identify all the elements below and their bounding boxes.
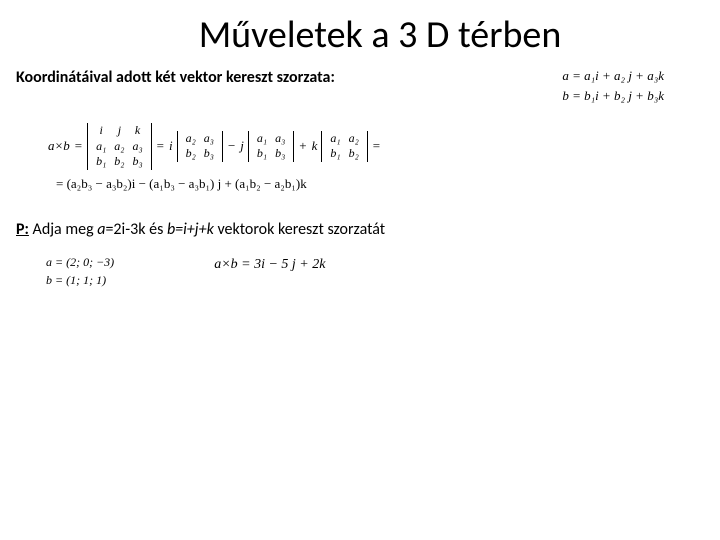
cross-product-expansion: a×b = ijk a₁a₂a₃ b₁b₂b₃ = i a₂a₃ b₂b₃ − … xyxy=(46,123,704,192)
det-3x3: ijk a₁a₂a₃ b₁b₂b₃ xyxy=(87,123,152,170)
expansion-result: = (a₂b₃ − a₃b₂)i − (a₁b₃ − a₃b₁) j + (a₁… xyxy=(46,176,704,192)
eq1: = xyxy=(72,138,85,154)
vector-values: a = (2; 0; −3) b = (1; 1; 1) xyxy=(46,253,114,289)
page-title: Műveletek a 3 D térben xyxy=(16,12,704,58)
vector-definitions: a = a₁i + a₂ j + a₃k b = b₁i + b₂ j + b₃… xyxy=(562,66,704,105)
minor-j: a₁a₃ b₁b₃ xyxy=(248,131,294,162)
problem-statement: P: Adja meg a=2i-3k és b=i+j+k vektorok … xyxy=(16,220,704,239)
cross-answer: a×b = 3i − 5 j + 2k xyxy=(214,257,325,273)
vec-b-def: b = b₁i + b₂ j + b₃k xyxy=(562,86,664,106)
axb-label: a×b xyxy=(46,138,72,154)
unit-k: k xyxy=(310,138,320,154)
unit-j: j xyxy=(238,138,246,154)
unit-i: i xyxy=(167,138,175,154)
minor-i: a₂a₃ b₂b₃ xyxy=(177,131,223,162)
vec-a-def: a = a₁i + a₂ j + a₃k xyxy=(562,66,664,86)
definition-row: Koordinátáival adott két vektor kereszt … xyxy=(16,68,704,105)
subtitle: Koordinátáival adott két vektor kereszt … xyxy=(16,68,335,87)
minor-k: a₁a₂ b₁b₂ xyxy=(321,131,367,162)
problem-label: P: xyxy=(16,220,29,239)
eq3: = xyxy=(370,138,383,154)
plus1: + xyxy=(296,138,309,154)
minus1: − xyxy=(225,138,238,154)
ans-a: a = (2; 0; −3) xyxy=(46,253,114,271)
answer-row: a = (2; 0; −3) b = (1; 1; 1) a×b = 3i − … xyxy=(16,253,704,289)
eq2: = xyxy=(154,138,167,154)
ans-b: b = (1; 1; 1) xyxy=(46,271,114,289)
